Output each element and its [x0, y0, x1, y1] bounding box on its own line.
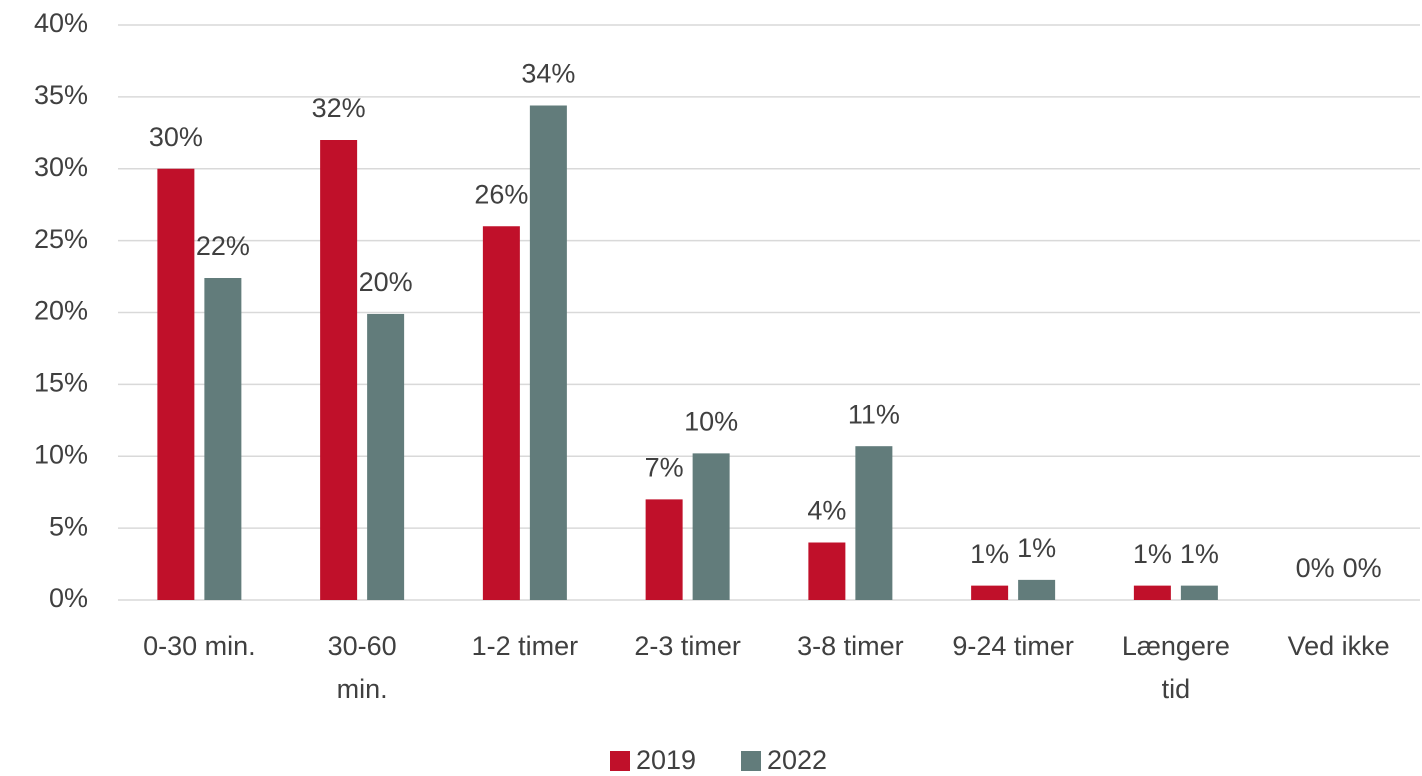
x-tick-label: 9-24 timer [952, 631, 1074, 661]
value-label: 1% [970, 539, 1009, 569]
value-label: 26% [474, 179, 528, 209]
bar [320, 140, 358, 600]
bar [1133, 585, 1171, 600]
legend-label: 2022 [767, 745, 827, 775]
bar [808, 542, 846, 600]
x-tick-label-line: tid [1162, 674, 1191, 704]
bar [157, 168, 195, 600]
bar [529, 105, 567, 600]
bar [855, 446, 893, 600]
y-tick-label: 35% [34, 80, 88, 110]
y-tick-label: 15% [34, 368, 88, 398]
value-label: 10% [684, 407, 738, 437]
bar [1180, 585, 1218, 600]
x-tick-label: 2-3 timer [634, 631, 741, 661]
bar [482, 226, 520, 600]
y-tick-label: 5% [49, 511, 88, 541]
value-label: 32% [312, 93, 366, 123]
bar [971, 585, 1009, 600]
value-label: 1% [1180, 539, 1219, 569]
x-tick-label: 3-8 timer [797, 631, 904, 661]
legend-label: 2019 [636, 745, 696, 775]
value-label: 7% [645, 453, 684, 483]
legend-swatch [741, 751, 761, 771]
x-tick-label-line: min. [337, 674, 388, 704]
x-tick-label-line: Længere [1122, 631, 1230, 661]
y-tick-label: 0% [49, 583, 88, 613]
bar [204, 278, 242, 600]
legend-swatch [610, 751, 630, 771]
x-tick-label-line: 30-60 [328, 631, 397, 661]
value-label: 1% [1133, 539, 1172, 569]
y-tick-label: 10% [34, 439, 88, 469]
value-label: 1% [1017, 533, 1056, 563]
y-tick-label: 40% [34, 8, 88, 38]
value-label: 0% [1296, 553, 1335, 583]
value-label: 20% [359, 267, 413, 297]
y-tick-label: 25% [34, 224, 88, 254]
x-tick-label: 0-30 min. [143, 631, 256, 661]
value-label: 0% [1343, 553, 1382, 583]
value-label: 4% [807, 496, 846, 526]
y-tick-label: 30% [34, 152, 88, 182]
x-tick-label: 30-60 min. [328, 631, 397, 704]
y-tick-label: 20% [34, 296, 88, 326]
bar [1018, 579, 1056, 600]
value-label: 22% [196, 231, 250, 261]
value-label: 34% [521, 59, 575, 89]
x-tick-label: Længere tid [1122, 631, 1230, 704]
x-tick-label: 1-2 timer [472, 631, 579, 661]
bar [367, 313, 405, 600]
x-tick-label: Ved ikke [1288, 631, 1390, 661]
bar [692, 453, 730, 600]
bar [645, 499, 683, 600]
value-label: 30% [149, 122, 203, 152]
value-label: 11% [848, 399, 900, 429]
